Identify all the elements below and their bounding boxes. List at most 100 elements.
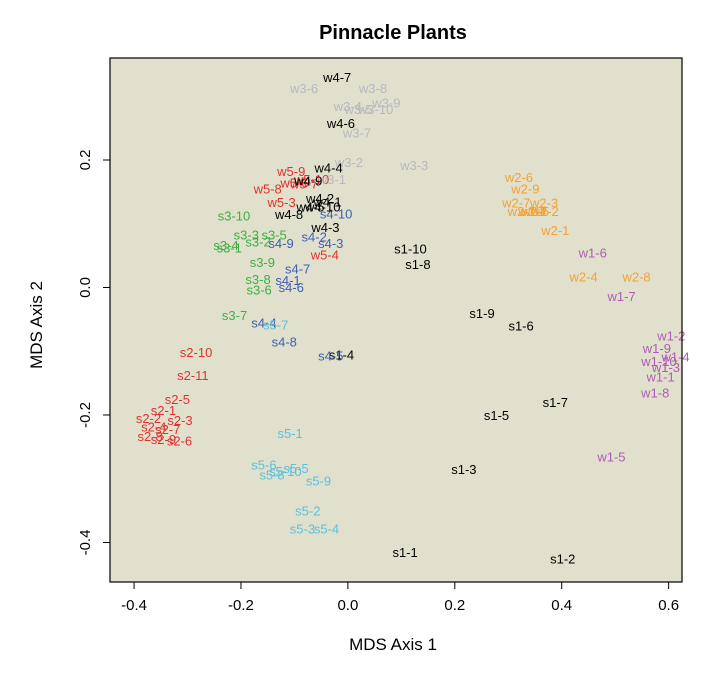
point-label: s1-7 <box>543 395 568 410</box>
point-label: w5-8 <box>253 182 282 197</box>
point-label: w4-2 <box>305 191 334 206</box>
x-tick-label: 0.4 <box>551 597 572 614</box>
point-label: w1-3 <box>651 360 680 375</box>
point-label: w4-10 <box>304 200 340 215</box>
point-label: s4-1 <box>275 273 300 288</box>
y-tick-label: 0.0 <box>77 277 94 298</box>
point-label: s4-3 <box>318 236 343 251</box>
point-label: w2-9 <box>510 182 539 197</box>
point-label: s2-1 <box>151 403 176 418</box>
point-label: w3-6 <box>289 81 318 96</box>
point-label: w3-9 <box>371 96 400 111</box>
point-label: w2-6 <box>504 170 533 185</box>
point-label: s4-4 <box>251 316 276 331</box>
point-label: s4-9 <box>268 236 293 251</box>
point-label: w4-8 <box>274 207 303 222</box>
point-label: s1-8 <box>405 257 430 272</box>
point-label: s3-7 <box>222 308 247 323</box>
point-label: s2-8 <box>137 429 162 444</box>
point-label: w1-6 <box>578 245 607 260</box>
point-label: s3-9 <box>250 255 275 270</box>
point-label: w1-2 <box>656 328 685 343</box>
point-label: s3-8 <box>245 272 270 287</box>
point-label: s5-2 <box>295 504 320 519</box>
point-label: w2-7 <box>501 196 530 211</box>
point-label: w1-7 <box>606 289 635 304</box>
point-label: s5-6 <box>251 458 276 473</box>
point-label: w1-9 <box>642 341 671 356</box>
point-label: w3-3 <box>399 158 428 173</box>
point-label: s5-8 <box>259 467 284 482</box>
point-label: w3-2 <box>334 155 363 170</box>
point-label: s4-10 <box>320 207 353 222</box>
point-label: s2-11 <box>177 368 209 383</box>
x-axis-label: MDS Axis 1 <box>349 635 437 654</box>
point-label: w4-3 <box>310 220 339 235</box>
point-label: s1-1 <box>392 545 417 560</box>
x-tick-label: -0.2 <box>228 597 254 614</box>
point-label: s5-3 <box>290 521 315 536</box>
point-label: w2-4 <box>517 204 546 219</box>
point-label: s3-2 <box>245 235 270 250</box>
point-label: s1-10 <box>394 242 427 257</box>
point-label: w5-7 <box>289 177 318 192</box>
point-label: s4-7 <box>285 261 310 276</box>
point-label: w5-4 <box>310 247 339 262</box>
plot-frame <box>109 57 683 583</box>
point-label: s1-5 <box>484 408 509 423</box>
y-tick-label: -0.4 <box>77 530 94 556</box>
point-label: w3-8 <box>358 81 387 96</box>
point-label: w4-5 <box>295 200 324 215</box>
point-label: s5-5 <box>283 461 308 476</box>
point-label: w4-1 <box>312 194 341 209</box>
point-label: s1-4 <box>329 347 354 362</box>
plot-area <box>110 58 682 582</box>
point-label: s4-5 <box>318 349 343 364</box>
x-tick-label: -0.4 <box>121 597 147 614</box>
x-tick-label: 0.2 <box>444 597 465 614</box>
point-label: s3-4 <box>213 238 238 253</box>
point-label: s1-2 <box>550 551 575 566</box>
point-label: w4-7 <box>322 70 351 85</box>
point-label: s5-1 <box>278 426 303 441</box>
point-label: s5-7 <box>263 317 288 332</box>
x-tick-label: 0.6 <box>658 597 679 614</box>
point-label: s4-8 <box>272 335 297 350</box>
x-tick-label: 0.0 <box>337 597 358 614</box>
point-label: w1-10 <box>640 354 676 369</box>
point-label: w5-10 <box>293 172 329 187</box>
point-label: s1-9 <box>469 306 494 321</box>
point-label: w4-4 <box>314 161 343 176</box>
point-label: s3-5 <box>261 228 286 243</box>
point-label: w5-3 <box>267 195 296 210</box>
point-label: s3-6 <box>246 282 271 297</box>
y-axis: -0.4 -0.2 0.0 0.2 <box>77 150 110 556</box>
point-label: w5-6 <box>279 175 308 190</box>
point-label: w3-4 <box>333 99 362 114</box>
point-label: s2-6 <box>167 433 192 448</box>
point-label: w2-10 <box>507 204 543 219</box>
point-label: w2-3 <box>529 196 558 211</box>
point-label: w5-9 <box>276 164 305 179</box>
point-label: s4-2 <box>302 229 327 244</box>
point-label: s3-3 <box>234 228 259 243</box>
point-label: s5-10 <box>269 464 302 479</box>
point-label: s5-9 <box>306 474 331 489</box>
point-label: w4-9 <box>293 173 322 188</box>
point-label: s3-10 <box>218 208 251 223</box>
point-label: w2-2 <box>530 204 559 219</box>
y-tick-label: -0.2 <box>77 402 94 428</box>
point-label: w1-5 <box>596 449 625 464</box>
point-label: w2-5 <box>520 204 549 219</box>
point-label: w2-8 <box>621 270 650 285</box>
point-label: s2-10 <box>180 345 213 360</box>
point-label: w3-1 <box>317 172 346 187</box>
point-label: w1-1 <box>646 370 675 385</box>
point-label: s5-4 <box>314 521 339 536</box>
point-label: s2-4 <box>141 419 166 434</box>
point-label: s2-3 <box>167 413 192 428</box>
point-label: w2-4 <box>569 270 598 285</box>
point-label: s1-3 <box>451 462 476 477</box>
